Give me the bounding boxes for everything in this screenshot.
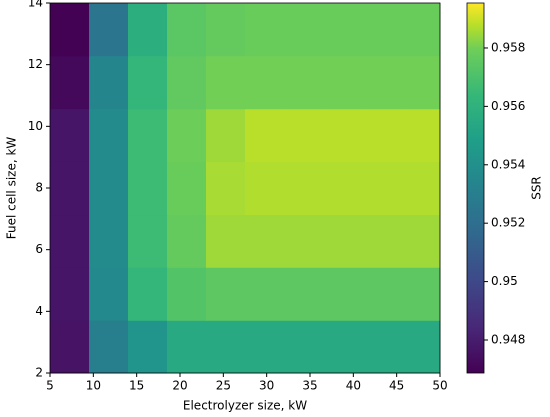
heatmap-cell	[362, 320, 402, 374]
colorbar	[466, 2, 485, 374]
x-tick-label: 40	[346, 379, 361, 393]
heatmap-cell	[401, 214, 441, 268]
heatmap-cell	[89, 320, 129, 374]
heatmap-cell	[128, 214, 168, 268]
colorbar-tick-label: 0.958	[491, 40, 525, 54]
y-tick-label: 4	[35, 304, 43, 318]
x-tick-label: 50	[432, 379, 447, 393]
heatmap-cell	[245, 108, 285, 162]
colorbar-label: SSR	[530, 176, 544, 200]
heatmap-cell	[323, 320, 363, 374]
heatmap-cell	[206, 3, 246, 57]
heatmap-cell	[401, 267, 441, 321]
heatmap-cell	[245, 267, 285, 321]
colorbar-tick-label: 0.956	[491, 99, 525, 113]
heatmap-cell	[50, 214, 90, 268]
heatmap-cell	[362, 161, 402, 216]
heatmap-cell	[362, 108, 402, 162]
x-axis-label: Electrolyzer size, kW	[183, 399, 307, 413]
heatmap-cell	[401, 3, 441, 57]
heatmap-cell	[50, 267, 90, 321]
heatmap-cell	[89, 108, 129, 162]
colorbar-tick-label: 0.954	[491, 157, 525, 171]
heatmap-cell	[89, 267, 129, 321]
heatmap-cell	[89, 55, 129, 110]
y-tick-label: 10	[28, 119, 43, 133]
heatmap-cell	[284, 267, 324, 321]
heatmap-cell	[206, 161, 246, 216]
heatmap-cell	[284, 3, 324, 57]
x-tick-label: 10	[86, 379, 101, 393]
heatmap-cell	[128, 55, 168, 110]
heatmap-cell	[167, 214, 207, 268]
heatmap-cell	[206, 267, 246, 321]
heatmap-cell	[323, 214, 363, 268]
heatmap-cell	[323, 161, 363, 216]
x-tick-label: 45	[389, 379, 404, 393]
heatmap-cell	[167, 320, 207, 374]
y-tick-label: 14	[28, 0, 43, 10]
heatmap-cell	[245, 3, 285, 57]
heatmap-cell	[50, 55, 90, 110]
heatmap-cell	[167, 55, 207, 110]
heatmap-cell	[128, 267, 168, 321]
y-axis-label: Fuel cell size, kW	[5, 137, 19, 240]
heatmap-cell	[89, 161, 129, 216]
colorbar-tick-label: 0.95	[491, 274, 518, 288]
heatmap-cell	[284, 320, 324, 374]
heatmap-cell	[167, 3, 207, 57]
heatmap-cell	[362, 214, 402, 268]
heatmap-cell	[206, 320, 246, 374]
heatmap-cell	[284, 214, 324, 268]
x-tick-label: 35	[302, 379, 317, 393]
heatmap-cell	[89, 3, 129, 57]
heatmap-cell	[50, 320, 90, 374]
x-tick-label: 30	[259, 379, 274, 393]
heatmap-cell	[206, 108, 246, 162]
heatmap-cell	[128, 3, 168, 57]
heatmap-cell	[89, 214, 129, 268]
heatmap-cell	[362, 55, 402, 110]
heatmap-cell	[284, 108, 324, 162]
heatmap-cell	[167, 108, 207, 162]
heatmap-cell	[206, 214, 246, 268]
heatmap-cell	[245, 55, 285, 110]
heatmap-cell	[245, 161, 285, 216]
heatmap-cell	[245, 320, 285, 374]
heatmap-cell	[362, 267, 402, 321]
heatmap-cell	[401, 55, 441, 110]
heatmap-cell	[401, 320, 441, 374]
heatmap-cell	[167, 267, 207, 321]
heatmap-cell	[323, 55, 363, 110]
x-tick-label: 25	[216, 379, 231, 393]
y-tick-label: 6	[35, 242, 43, 256]
heatmap-cell	[323, 108, 363, 162]
heatmap-cell	[362, 3, 402, 57]
x-tick-label: 20	[172, 379, 187, 393]
heatmap-cell	[128, 161, 168, 216]
x-tick-label: 5	[46, 379, 54, 393]
heatmap-cell	[128, 320, 168, 374]
heatmap-cell	[323, 267, 363, 321]
heatmap-cell	[128, 108, 168, 162]
heatmap-cell	[206, 55, 246, 110]
heatmap-cell	[323, 3, 363, 57]
y-tick-label: 12	[28, 57, 43, 71]
heatmap-cell	[50, 161, 90, 216]
heatmap-cell	[50, 108, 90, 162]
y-tick-label: 8	[35, 181, 43, 195]
heatmap-cell	[245, 214, 285, 268]
y-tick-label: 2	[35, 366, 43, 380]
x-tick-label: 15	[129, 379, 144, 393]
heatmap-cell	[284, 55, 324, 110]
heatmap-cell	[284, 161, 324, 216]
heatmap-cell	[50, 3, 90, 57]
colorbar-tick-label: 0.948	[491, 333, 525, 347]
heatmap-cell	[401, 161, 441, 216]
colorbar-tick-label: 0.952	[491, 216, 525, 230]
heatmap-cell	[167, 161, 207, 216]
heatmap-cell	[401, 108, 441, 162]
